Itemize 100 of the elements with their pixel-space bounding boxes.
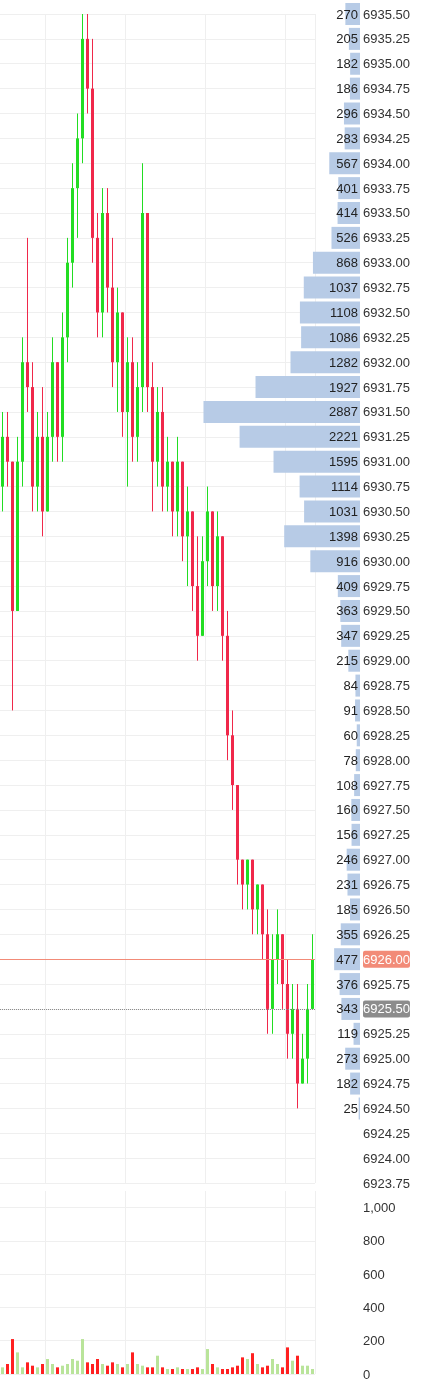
bar (101, 1364, 104, 1374)
y-tick-label: 6932.00 (363, 354, 410, 370)
bar (146, 1367, 149, 1374)
bar (296, 1355, 299, 1374)
data-label: 186 (336, 81, 358, 97)
bar (181, 1369, 184, 1374)
bar (284, 525, 360, 548)
data-label: 2221 (329, 429, 358, 445)
bar (6, 1364, 9, 1374)
bar (261, 1367, 264, 1374)
y-tick-label: 6926.50 (363, 901, 410, 917)
y-tick-label: 6925.75 (363, 976, 410, 992)
bar (191, 1369, 194, 1374)
y-tick-label: 6934.00 (363, 155, 410, 171)
data-label: 409 (336, 578, 358, 594)
y-tick-label: 6934.75 (363, 81, 410, 97)
data-label: 2887 (329, 404, 358, 420)
bar (311, 1369, 314, 1374)
y-tick-label: 6935.50 (363, 6, 410, 22)
data-label: 185 (336, 901, 358, 917)
data-label: 343 (336, 1001, 358, 1017)
bar (156, 1355, 159, 1374)
bar (256, 1364, 259, 1374)
bar (273, 450, 360, 473)
bar (51, 1364, 54, 1374)
bar (166, 1369, 169, 1374)
y-tick-label: 6935.00 (363, 56, 410, 72)
y-tick-label: 6930.75 (363, 479, 410, 495)
bar (266, 1365, 269, 1374)
bar (131, 1352, 134, 1374)
bar (61, 1365, 64, 1374)
y-tick-label: 6928.25 (363, 727, 410, 743)
data-label: 160 (336, 802, 358, 818)
y-tick-label: 6926.75 (363, 877, 410, 893)
bar (206, 1349, 209, 1374)
data-label: 414 (336, 205, 358, 221)
bar (221, 1369, 224, 1374)
y-tick-label: 200 (363, 1333, 385, 1349)
y-tick-label: 6926.00 (363, 951, 410, 967)
y-tick-label: 6930.00 (363, 553, 410, 569)
bar (26, 1362, 29, 1374)
data-label: 1108 (330, 304, 358, 320)
y-tick-label: 6929.00 (363, 653, 410, 669)
y-tick-label: 6930.25 (363, 528, 410, 544)
data-label: 182 (336, 56, 358, 72)
y-tick-label: 6931.00 (363, 454, 410, 470)
y-tick-label: 6929.75 (363, 578, 410, 594)
bar (141, 1365, 144, 1374)
data-label: 376 (336, 976, 358, 992)
data-label: 60 (343, 727, 358, 743)
bar (310, 550, 360, 573)
data-label: 477 (336, 951, 358, 967)
bar (255, 376, 360, 399)
bar (76, 1360, 79, 1374)
bar (251, 1353, 254, 1374)
bar (186, 1369, 189, 1374)
data-label: 205 (336, 31, 358, 47)
y-tick-label: 6924.25 (363, 1125, 410, 1141)
y-tick-label: 6932.25 (363, 329, 410, 345)
data-label: 347 (336, 628, 358, 644)
bar (136, 1364, 139, 1374)
bar (276, 1364, 279, 1374)
y-tick-label: 6932.75 (363, 280, 410, 296)
bar (81, 1339, 84, 1374)
bar (201, 1369, 204, 1374)
y-tick-label: 6928.75 (363, 678, 410, 694)
bar (271, 1359, 274, 1374)
data-label: 526 (336, 230, 358, 246)
y-tick-label: 6931.25 (363, 429, 410, 445)
bar (11, 1339, 14, 1374)
bar (226, 1369, 229, 1374)
y-tick-label: 6927.75 (363, 777, 410, 793)
bar (31, 1365, 34, 1374)
data-label: 91 (343, 702, 358, 718)
bar (236, 1365, 239, 1374)
y-tick-label: 6933.75 (363, 180, 410, 196)
data-label: 355 (336, 926, 358, 942)
y-tick-label: 1,000 (363, 1200, 396, 1216)
bar (91, 1364, 94, 1374)
y-tick-label: 6923.75 (363, 1175, 410, 1191)
y-tick-label: 6927.50 (363, 802, 410, 818)
data-label: 215 (336, 653, 358, 669)
y-tick-label: 6925.00 (363, 1051, 410, 1067)
bar (211, 1364, 214, 1374)
data-label: 84 (343, 678, 358, 694)
bar (36, 1367, 39, 1374)
bar (216, 1367, 219, 1374)
y-tick-label: 6924.50 (363, 1100, 410, 1116)
data-label: 119 (337, 1026, 358, 1042)
y-tick-label: 6930.50 (363, 503, 410, 519)
bar (161, 1367, 164, 1374)
data-label: 270 (336, 6, 358, 22)
y-tick-label: 6931.75 (363, 379, 410, 395)
y-tick-label: 6932.50 (363, 304, 410, 320)
bar (171, 1369, 174, 1374)
bar (46, 1359, 49, 1374)
bar (56, 1367, 59, 1374)
bar (306, 1365, 309, 1374)
bar (203, 400, 360, 423)
bar (41, 1364, 44, 1374)
